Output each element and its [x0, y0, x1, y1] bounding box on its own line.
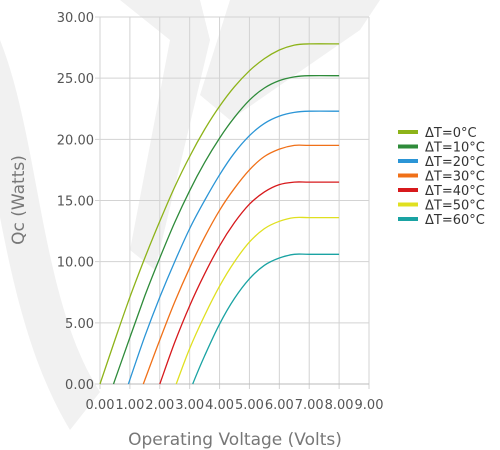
legend-label: ΔT=20°C: [425, 155, 485, 170]
watermark-stroke-right: [200, 0, 380, 120]
y-tick-label: 0.00: [65, 378, 94, 393]
y-axis-title: Qc (Watts): [9, 155, 29, 245]
x-tick-label: 4.00: [205, 398, 234, 413]
y-tick-label: 5.00: [65, 317, 94, 332]
series-line-2: [127, 110, 340, 385]
series-line-4: [159, 181, 340, 385]
legend-label: ΔT=40°C: [425, 184, 485, 199]
series-line-3: [142, 144, 340, 385]
x-tick-label: 6.00: [265, 398, 294, 413]
series-lines: [99, 43, 340, 385]
legend-label: ΔT=30°C: [425, 170, 485, 185]
y-tick-label: 25.00: [57, 72, 94, 87]
y-tick-label: 30.00: [57, 11, 94, 26]
watermark-stroke-left: [0, 40, 100, 430]
legend-swatch: [398, 202, 418, 207]
x-tick-label: 2.00: [145, 398, 174, 413]
legend-label: ΔT=10°C: [425, 141, 485, 156]
x-tick-label: 5.00: [235, 398, 264, 413]
series-line-6: [192, 253, 340, 385]
legend-swatch: [398, 130, 418, 134]
x-tick-label: 8.00: [325, 398, 354, 413]
x-tick-label: 3.00: [175, 398, 204, 413]
legend: ΔT=0°CΔT=10°CΔT=20°CΔT=30°CΔT=40°CΔT=50°…: [398, 126, 485, 228]
legend-swatch: [398, 144, 418, 149]
legend-swatch: [398, 217, 418, 221]
series-line-1: [112, 74, 340, 385]
x-axis-title: Operating Voltage (Volts): [128, 430, 342, 450]
watermark-stroke-center: [120, 0, 210, 270]
series-line-5: [175, 216, 340, 385]
watermark-layer: [0, 0, 380, 430]
y-tick-label: 20.00: [57, 133, 94, 148]
legend-label: ΔT=60°C: [425, 213, 485, 228]
legend-swatch: [398, 159, 418, 163]
legend-label: ΔT=50°C: [425, 199, 485, 214]
legend-label: ΔT=0°C: [425, 126, 477, 141]
x-tick-label: 0.00: [86, 398, 115, 413]
legend-swatch: [398, 188, 418, 192]
y-tick-label: 10.00: [57, 256, 94, 271]
x-tick-label: 9.00: [355, 398, 384, 413]
series-line-0: [99, 43, 340, 385]
grid: [95, 16, 370, 389]
tick-labels: 0.00 1.00 2.00 3.00 4.00 5.00 6.00 7.00 8.00 9.00…: [57, 11, 384, 413]
x-tick-label: 7.00: [295, 398, 324, 413]
y-tick-label: 15.00: [57, 195, 94, 210]
legend-swatch: [398, 173, 418, 178]
x-tick-label: 1.00: [115, 398, 144, 413]
